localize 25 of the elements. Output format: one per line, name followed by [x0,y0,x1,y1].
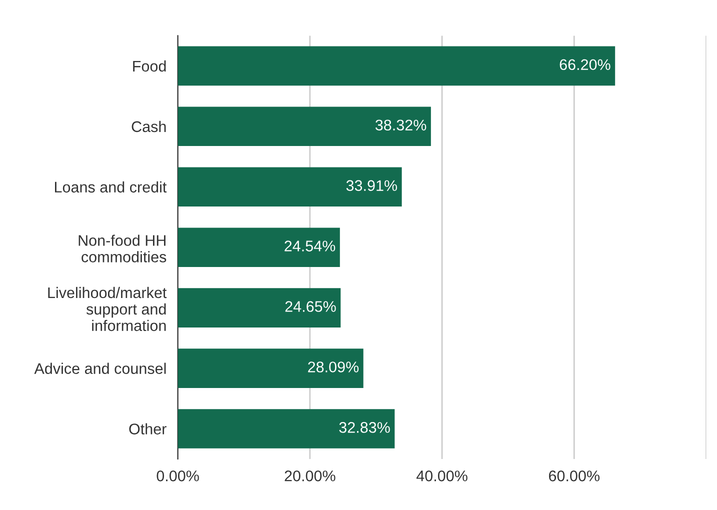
x-tick-label: 20.00% [284,470,336,482]
x-tick-label: 60.00% [549,470,600,482]
data-label: 28.09% [308,362,359,372]
bar [178,106,431,146]
y-tick-label: Food [133,60,166,72]
y-tick-label: Non-food HH commodities [78,234,166,262]
bar [178,288,341,328]
bar [178,46,616,86]
y-tick-label: Loans and credit [55,181,167,193]
data-label: 33.91% [346,180,398,191]
data-label: 24.65% [285,301,336,312]
data-label: 66.20% [560,59,610,70]
y-tick-label: Advice and counsel [34,362,166,374]
x-tick-label: 40.00% [416,470,468,482]
bar [178,228,340,268]
x-tick-label: 0.00% [156,470,199,482]
bar [178,167,402,207]
data-label: 24.54% [284,240,336,252]
bar [178,409,395,448]
data-label: 32.83% [339,422,390,433]
data-label: 38.32% [375,120,426,131]
bar [178,348,364,388]
y-tick-label: Other [129,423,166,434]
y-tick-label: Livelihood/market support and information [48,286,167,332]
y-tick-label: Cash [132,120,166,132]
